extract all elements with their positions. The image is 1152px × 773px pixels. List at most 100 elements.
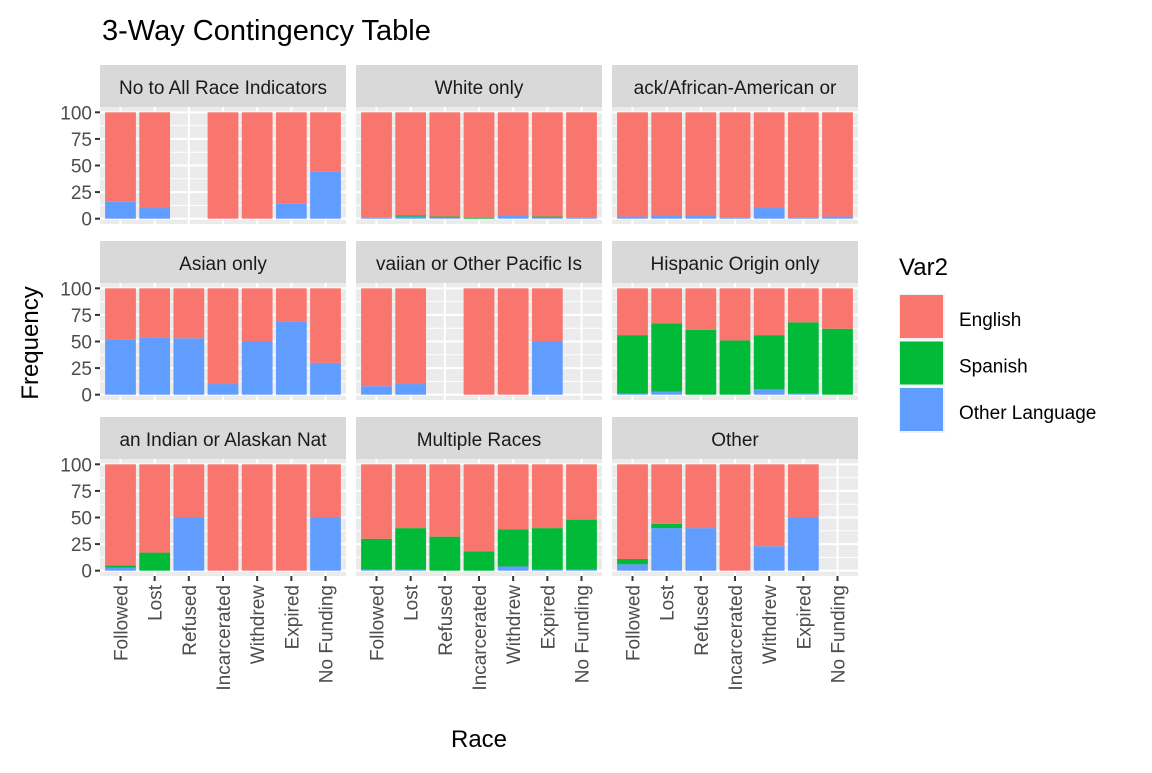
bar-segment xyxy=(822,328,853,395)
bar-segment xyxy=(497,529,529,567)
bar-segment xyxy=(651,528,683,571)
bar-segment xyxy=(531,288,563,342)
bar-segment xyxy=(429,216,461,218)
bar-segment xyxy=(497,566,529,571)
bar-segment xyxy=(753,546,785,571)
bar-segment xyxy=(787,322,819,394)
bar-segment xyxy=(787,517,819,571)
bar-segment xyxy=(429,536,461,571)
legend: Var2 English Spanish Other Language xyxy=(899,254,1096,433)
bar-segment xyxy=(617,288,648,336)
facet-strip-label: Hispanic Origin only xyxy=(651,254,820,275)
facet-strip-label: No to All Race Indicators xyxy=(119,78,327,99)
bar-segment xyxy=(361,386,392,395)
bar-segment xyxy=(685,329,717,395)
y-tick-label: 75 xyxy=(71,130,92,151)
bar-segment xyxy=(617,564,648,571)
bar-segment xyxy=(207,288,239,385)
bar-segment xyxy=(719,217,751,219)
bar-segment xyxy=(241,112,273,219)
bar-segment xyxy=(310,362,341,395)
bar-segment xyxy=(719,464,751,571)
facet-strip-label: vaiian or Other Pacific Is xyxy=(376,254,582,275)
x-tick-label: Expired xyxy=(794,585,815,649)
bar-segment xyxy=(395,288,427,385)
bar-segment xyxy=(566,569,597,571)
bar-segment xyxy=(719,288,751,341)
facet-panel: Other Followed Lost Refused Incarcerated With… xyxy=(612,417,858,691)
bar-segment xyxy=(463,464,495,552)
bar-segment xyxy=(685,112,717,216)
bar-segment xyxy=(685,528,717,571)
facet-panel: vaiian or Other Pacific Is xyxy=(356,241,602,400)
x-tick-label: Incarcerated xyxy=(470,585,491,691)
bar-segment xyxy=(617,335,648,394)
bar-segment xyxy=(173,338,205,395)
y-tick-label: 25 xyxy=(71,183,92,204)
bar-segment xyxy=(651,523,683,529)
bar-segment xyxy=(531,112,563,217)
facet-panel: Multiple Races Followed Lost Refused Incarce… xyxy=(356,417,602,691)
x-tick-label: Lost xyxy=(658,584,679,621)
legend-label: Spanish xyxy=(959,357,1028,378)
bar-segment xyxy=(651,112,683,216)
bar-segment xyxy=(531,341,563,395)
bar-segment xyxy=(822,112,853,217)
y-tick-label: 75 xyxy=(71,306,92,327)
bar-segment xyxy=(463,551,495,571)
bar-segment xyxy=(361,288,392,387)
y-tick-label: 100 xyxy=(60,279,92,300)
bar-segment xyxy=(310,112,341,172)
y-tick-label: 100 xyxy=(60,455,92,476)
facet-strip xyxy=(100,417,346,459)
bar-segment xyxy=(429,112,461,217)
x-tick-label: Expired xyxy=(282,585,303,649)
bar-segment xyxy=(685,464,717,529)
facet-strip-label: an Indian or Alaskan Nat xyxy=(119,430,327,451)
bar-segment xyxy=(361,217,392,219)
bar-segment xyxy=(753,112,785,209)
facet-strip-label: Other xyxy=(711,430,759,451)
bar-segment xyxy=(139,112,171,209)
y-tick-label: 50 xyxy=(71,509,92,530)
facet-strip-label: ack/African-American or xyxy=(634,78,837,99)
bar-segment xyxy=(753,389,785,395)
bar-segment xyxy=(822,288,853,329)
bar-segment xyxy=(105,288,136,340)
x-tick-label: Withdrew xyxy=(760,585,781,664)
bar-segment xyxy=(105,112,136,202)
x-tick-label: Followed xyxy=(112,585,133,661)
bar-segment xyxy=(651,391,683,395)
facet-strip xyxy=(356,417,602,459)
bar-segment xyxy=(275,203,307,219)
bar-segment xyxy=(105,339,136,395)
x-tick-label: Refused xyxy=(436,585,457,656)
bar-segment xyxy=(241,464,273,571)
bar-segment xyxy=(617,558,648,565)
bar-segment xyxy=(531,216,563,218)
facet-strip xyxy=(100,241,346,283)
bar-segment xyxy=(787,288,819,323)
bar-segment xyxy=(617,112,648,217)
bar-segment xyxy=(139,208,171,219)
legend-swatch xyxy=(900,295,943,338)
facet-strip xyxy=(100,65,346,107)
facet-strip xyxy=(612,417,858,459)
bar-segment xyxy=(310,288,341,363)
bar-segment xyxy=(395,528,427,570)
bar-segment xyxy=(241,288,273,342)
x-tick-label: No Funding xyxy=(829,585,850,683)
y-tick-label: 0 xyxy=(81,210,92,231)
y-tick-label: 75 xyxy=(71,482,92,503)
bar-segment xyxy=(463,288,495,395)
x-tick-label: No Funding xyxy=(317,585,338,683)
x-tick-label: Withdrew xyxy=(504,585,525,664)
legend-swatch xyxy=(900,388,943,431)
bar-segment xyxy=(173,288,205,339)
bar-segment xyxy=(617,464,648,559)
bar-segment xyxy=(719,340,751,395)
bar-segment xyxy=(361,112,392,218)
legend-label: English xyxy=(959,310,1021,331)
bar-segment xyxy=(275,112,307,204)
